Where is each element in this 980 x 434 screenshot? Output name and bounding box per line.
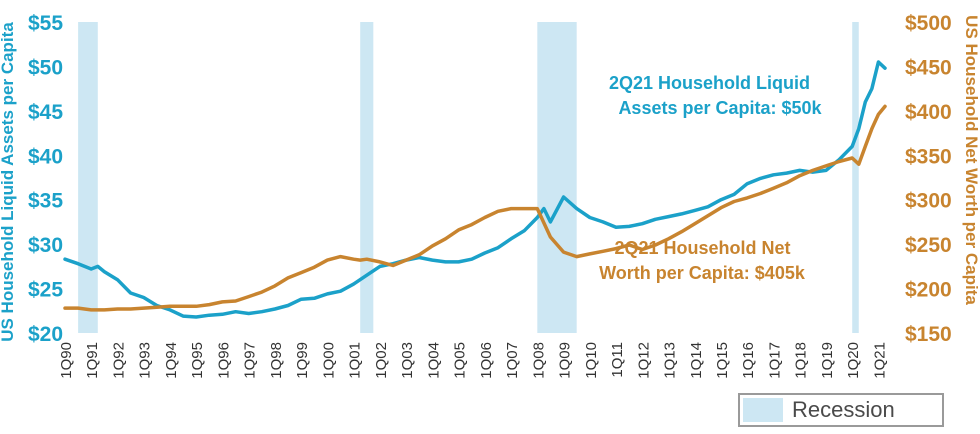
right-tick-label: $350 [905, 145, 952, 168]
left-tick-label: $35 [28, 190, 63, 213]
x-tick-label: 1Q14 [688, 342, 705, 379]
x-tick-label: 1Q11 [609, 342, 626, 378]
x-tick-label: 1Q95 [189, 342, 206, 379]
x-tick-label: 1Q01 [347, 342, 364, 379]
x-tick-label: 1Q19 [819, 342, 836, 379]
recession-band-3 [537, 22, 577, 333]
x-tick-label: 1Q17 [766, 342, 783, 379]
right-axis-ticks: $150 $200 $250 $300 $350 $400 $450 $500 [905, 12, 952, 346]
legend: Recession [738, 393, 944, 427]
x-tick-label: 1Q99 [294, 342, 311, 379]
networth-annotation-line-1: 2Q21 Household Net [614, 238, 790, 258]
x-tick-label: 1Q20 [845, 342, 862, 379]
recession-band-2 [360, 22, 374, 333]
x-tick-label: 1Q96 [215, 342, 232, 379]
x-tick-label: 1Q90 [58, 342, 75, 379]
x-axis-ticks: 1Q90 1Q91 1Q92 1Q93 1Q94 1Q95 1Q96 1Q97 1Q98 1Q99… [58, 342, 888, 379]
legend-recession-label: Recession [792, 397, 895, 422]
assets-annotation-line-1: 2Q21 Household Liquid [609, 73, 810, 93]
x-tick-label: 1Q08 [530, 342, 547, 379]
x-tick-label: 1Q94 [163, 342, 180, 379]
left-tick-label: $50 [28, 56, 63, 79]
x-tick-label: 1Q03 [399, 342, 416, 379]
legend-recession-swatch [743, 398, 783, 422]
left-axis-ticks: $20 $25 $30 $35 $40 $45 $50 $55 [28, 12, 63, 346]
x-tick-label: 1Q09 [557, 342, 574, 379]
x-tick-label: 1Q98 [268, 342, 285, 379]
x-tick-label: 1Q92 [110, 342, 127, 379]
left-tick-label: $40 [28, 145, 63, 168]
x-tick-label: 1Q16 [740, 342, 757, 379]
x-tick-label: 1Q93 [137, 342, 154, 379]
x-tick-label: 1Q12 [635, 342, 652, 379]
left-tick-label: $45 [28, 101, 63, 124]
x-tick-label: 1Q00 [320, 342, 337, 379]
left-tick-label: $20 [28, 323, 63, 346]
x-tick-label: 1Q07 [504, 342, 521, 379]
x-tick-label: 1Q06 [478, 342, 495, 379]
left-axis-label: US Household Liquid Assets per Capita [0, 22, 17, 342]
x-tick-label: 1Q18 [793, 342, 810, 379]
x-tick-label: 1Q91 [84, 342, 101, 379]
networth-annotation: 2Q21 Household Net Worth per Capita: $40… [599, 238, 806, 283]
x-tick-label: 1Q02 [373, 342, 390, 379]
right-tick-label: $500 [905, 12, 952, 35]
x-tick-label: 1Q05 [452, 342, 469, 379]
right-tick-label: $200 [905, 279, 952, 302]
right-tick-label: $300 [905, 190, 952, 213]
networth-annotation-line-2: Worth per Capita: $405k [599, 263, 806, 283]
recession-band-1 [78, 22, 98, 333]
x-tick-label: 1Q10 [583, 342, 600, 379]
x-tick-label: 1Q13 [662, 342, 679, 379]
left-tick-label: $30 [28, 234, 63, 257]
right-axis-label: US Household Net Worth per Capita [962, 15, 980, 305]
x-tick-label: 1Q97 [242, 342, 259, 379]
right-tick-label: $450 [905, 56, 952, 79]
assets-annotation-line-2: Assets per Capita: $50k [618, 98, 822, 118]
recession-bands [78, 22, 859, 333]
left-tick-label: $25 [28, 279, 63, 302]
x-tick-label: 1Q21 [871, 342, 888, 379]
net-worth-line [63, 104, 887, 312]
x-tick-label: 1Q15 [714, 342, 731, 379]
recession-band-4 [852, 22, 859, 333]
series-lines [63, 60, 887, 319]
assets-annotation: 2Q21 Household Liquid Assets per Capita:… [609, 73, 823, 118]
liquid-assets-line [63, 60, 887, 319]
left-tick-label: $55 [28, 12, 63, 35]
x-tick-label: 1Q04 [425, 342, 442, 379]
right-tick-label: $400 [905, 101, 952, 124]
right-tick-label: $250 [905, 234, 952, 257]
right-tick-label: $150 [905, 323, 952, 346]
